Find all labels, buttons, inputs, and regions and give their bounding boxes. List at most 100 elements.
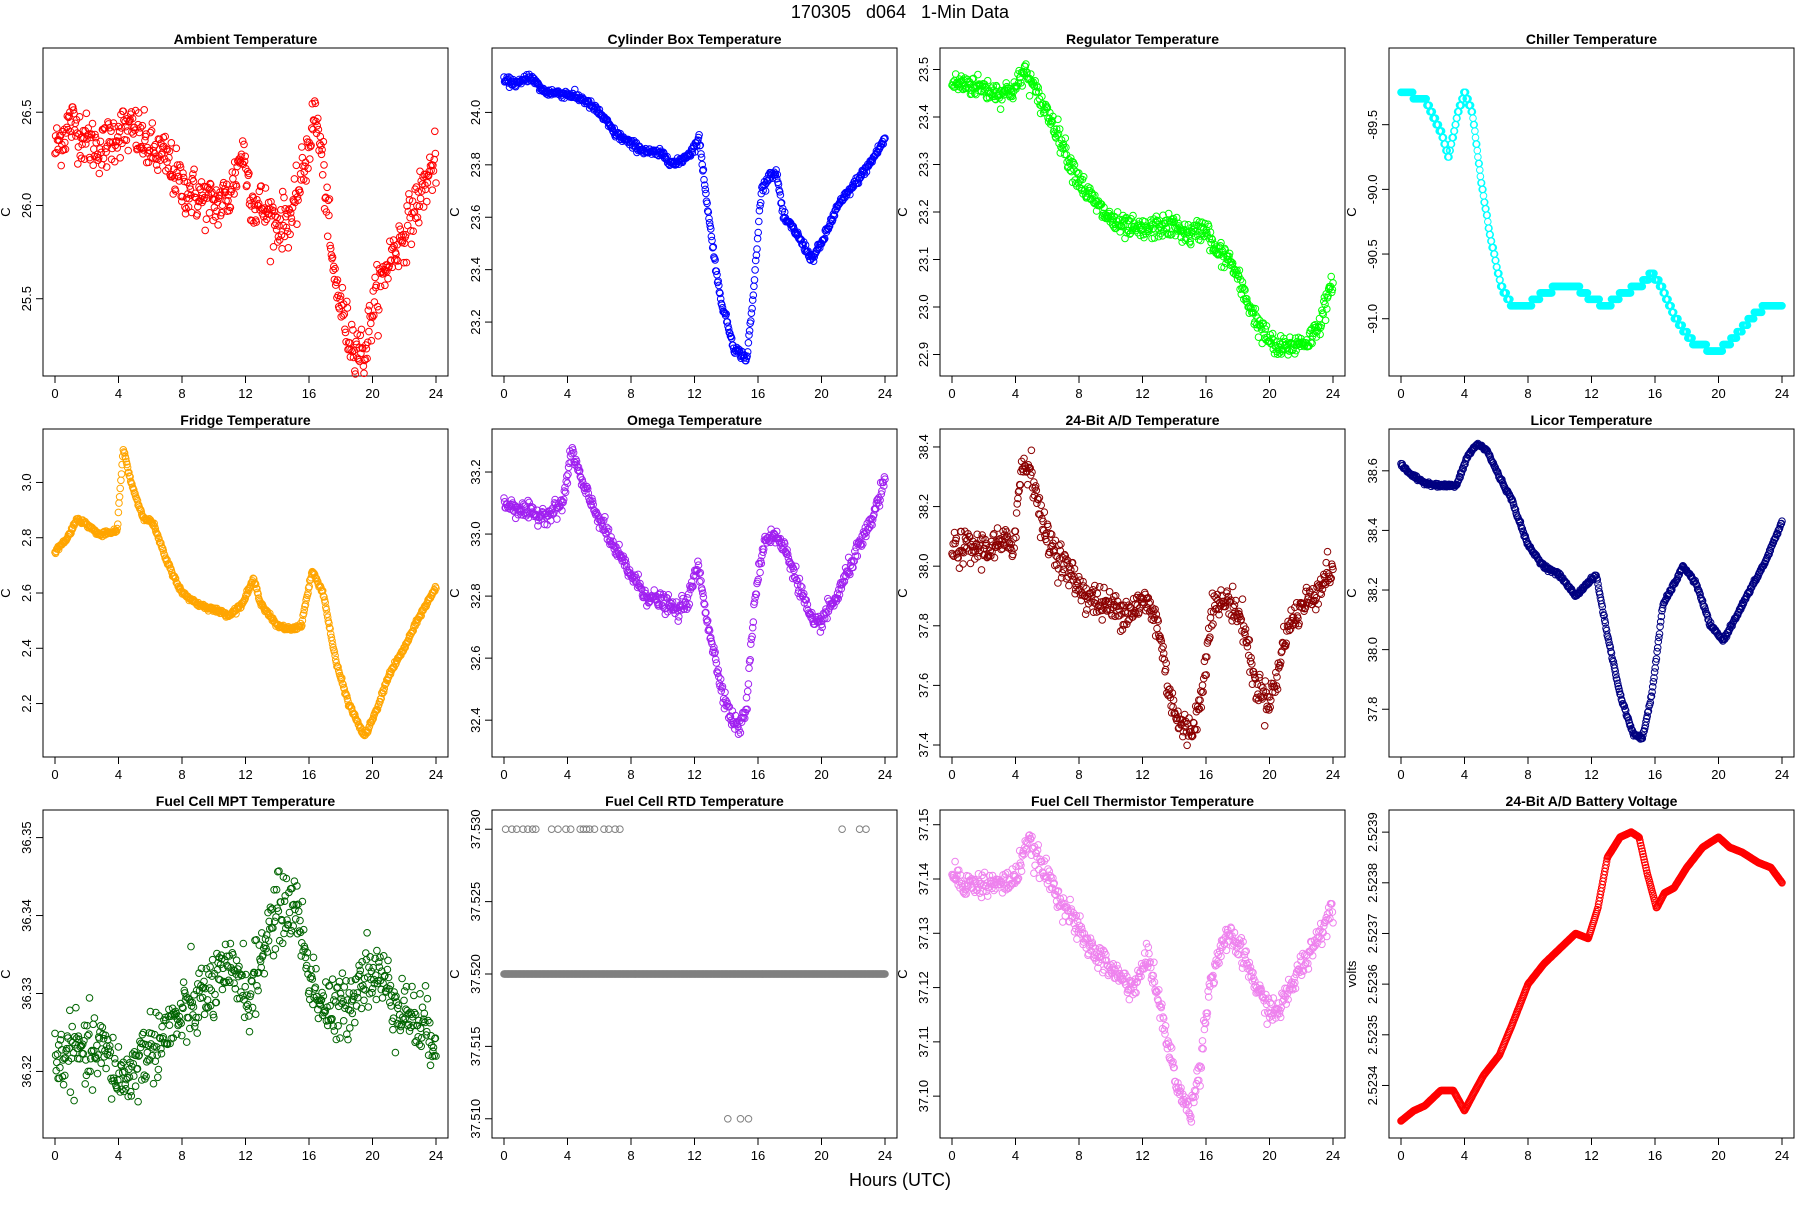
- data-point: [749, 305, 756, 312]
- x-tick-label: 4: [1012, 386, 1019, 401]
- x-tick-label: 20: [365, 386, 379, 401]
- data-point: [1028, 447, 1035, 454]
- x-tick-label: 24: [429, 386, 443, 401]
- y-axis-label: C: [0, 207, 13, 216]
- data-point: [321, 162, 328, 169]
- data-point: [166, 154, 173, 161]
- data-point: [339, 284, 346, 291]
- data-point: [278, 207, 285, 214]
- x-tick-label: 12: [1135, 767, 1149, 782]
- y-tick-label: 23.4: [468, 257, 483, 282]
- y-tick-label: 23.8: [468, 152, 483, 177]
- y-tick-label: 38.2: [916, 494, 931, 519]
- x-tick-label: 8: [627, 386, 634, 401]
- panel-title: Licor Temperature: [1531, 412, 1653, 428]
- y-tick-label: 23.3: [916, 152, 931, 177]
- data-point: [58, 162, 65, 169]
- x-tick-label: 4: [564, 386, 571, 401]
- data-point: [1024, 481, 1031, 488]
- data-point: [1480, 193, 1487, 200]
- y-axis-label: C: [1344, 207, 1359, 216]
- y-tick-label: 26.5: [19, 100, 34, 125]
- data-point: [1199, 682, 1206, 689]
- x-tick-label: 20: [1262, 386, 1276, 401]
- data-point: [1026, 93, 1033, 100]
- series-points: [1398, 89, 1786, 354]
- x-tick-label: 24: [429, 767, 443, 782]
- data-point: [1013, 534, 1020, 541]
- data-point: [978, 567, 985, 574]
- x-tick-label: 12: [687, 767, 701, 782]
- y-tick-label: 32.4: [468, 708, 483, 733]
- data-point: [1485, 218, 1492, 225]
- data-point: [1099, 617, 1106, 624]
- x-tick-label: 24: [878, 767, 892, 782]
- data-point: [97, 138, 104, 145]
- y-tick-label: 37.6: [916, 673, 931, 698]
- data-point: [429, 187, 436, 194]
- data-point: [960, 561, 967, 568]
- data-point: [215, 222, 222, 229]
- data-point: [755, 229, 762, 236]
- data-point: [432, 150, 439, 157]
- data-point: [299, 144, 306, 151]
- x-tick-label: 0: [51, 767, 58, 782]
- data-point: [554, 516, 561, 523]
- data-point: [285, 245, 292, 252]
- x-tick-label: 0: [500, 386, 507, 401]
- y-tick-label: 32.6: [468, 645, 483, 670]
- y-tick-label: 24.0: [468, 100, 483, 125]
- data-point: [89, 120, 96, 127]
- x-tick-label: 16: [1648, 767, 1662, 782]
- x-tick-label: 4: [115, 767, 122, 782]
- x-tick-label: 0: [51, 386, 58, 401]
- data-point: [117, 485, 124, 492]
- y-tick-label: 23.1: [916, 247, 931, 272]
- data-point: [685, 591, 692, 598]
- x-tick-label: 8: [178, 767, 185, 782]
- data-point: [751, 277, 758, 284]
- x-tick-label: 4: [564, 767, 571, 782]
- data-point: [746, 328, 753, 335]
- data-point: [1261, 723, 1268, 730]
- data-point: [417, 195, 424, 202]
- data-point: [190, 171, 197, 178]
- x-tick-label: 0: [1397, 386, 1404, 401]
- data-point: [307, 156, 314, 163]
- y-tick-label: 38.6: [1365, 458, 1380, 483]
- data-point: [96, 170, 103, 177]
- series-points: [1398, 440, 1786, 742]
- data-point: [1475, 154, 1482, 161]
- data-point: [368, 320, 375, 327]
- x-tick-label: 20: [814, 767, 828, 782]
- data-point: [745, 681, 752, 688]
- y-tick-label: 33.0: [468, 521, 483, 546]
- data-point: [433, 180, 440, 187]
- y-tick-label: -90.0: [1365, 175, 1380, 205]
- y-tick-label: 37.4: [916, 732, 931, 757]
- data-point: [116, 494, 123, 501]
- x-tick-label: 16: [1199, 386, 1213, 401]
- data-point: [93, 139, 100, 146]
- y-tick-label: 38.4: [1365, 518, 1380, 543]
- data-point: [116, 500, 123, 507]
- y-tick-label: 22.9: [916, 342, 931, 367]
- y-axis-label: C: [895, 588, 910, 597]
- data-point: [191, 166, 198, 173]
- y-tick-label: 23.2: [916, 199, 931, 224]
- data-point: [956, 565, 963, 572]
- data-point: [1477, 167, 1484, 174]
- x-tick-label: 20: [365, 767, 379, 782]
- series-points: [949, 61, 1337, 358]
- series-points: [52, 98, 440, 378]
- y-tick-label: 2.6: [19, 584, 34, 602]
- data-point: [751, 283, 758, 290]
- data-point: [115, 521, 122, 528]
- x-tick-label: 12: [1584, 386, 1598, 401]
- y-axis-label: C: [0, 588, 13, 597]
- x-tick-label: 8: [1075, 767, 1082, 782]
